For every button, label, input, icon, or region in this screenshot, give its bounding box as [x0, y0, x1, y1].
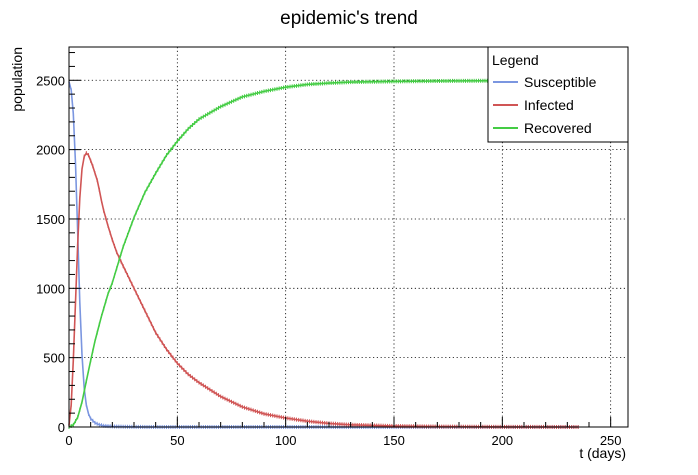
- x-tick-label: 100: [275, 433, 297, 448]
- series-line-infected: [68, 151, 579, 428]
- legend: Legend Susceptible Infected Recovered: [487, 46, 629, 143]
- x-tick-label: 150: [383, 433, 405, 448]
- x-tick-label: 200: [491, 433, 513, 448]
- x-tick-label: 0: [65, 433, 72, 448]
- x-tick-label: 50: [170, 433, 184, 448]
- y-tick-label: 1000: [36, 281, 65, 296]
- legend-label-susceptible: Susceptible: [524, 74, 597, 90]
- legend-box: [487, 46, 629, 143]
- y-tick-label: 2500: [36, 73, 65, 88]
- legend-label-infected: Infected: [524, 97, 574, 113]
- y-tick-label: 500: [43, 351, 65, 366]
- axis-ticks: [68, 52, 612, 428]
- x-axis-label: t (days): [579, 445, 626, 461]
- legend-label-recovered: Recovered: [524, 120, 592, 136]
- y-tick-label: 2000: [36, 143, 65, 158]
- y-tick-labels: 0 500 1000 1500 2000 2500: [36, 73, 65, 435]
- x-tick-label: 250: [600, 433, 622, 448]
- legend-title: Legend: [492, 52, 539, 68]
- y-tick-label: 1500: [36, 212, 65, 227]
- grid-lines: [69, 47, 628, 427]
- chart-title: epidemic's trend: [280, 8, 418, 29]
- plot-frame: [68, 46, 629, 428]
- legend-entries: Susceptible Infected Recovered: [493, 74, 597, 136]
- y-axis-label: population: [9, 47, 25, 112]
- x-tick-labels: 0 50 100 150 200 250: [65, 433, 621, 448]
- y-tick-label: 0: [58, 420, 65, 435]
